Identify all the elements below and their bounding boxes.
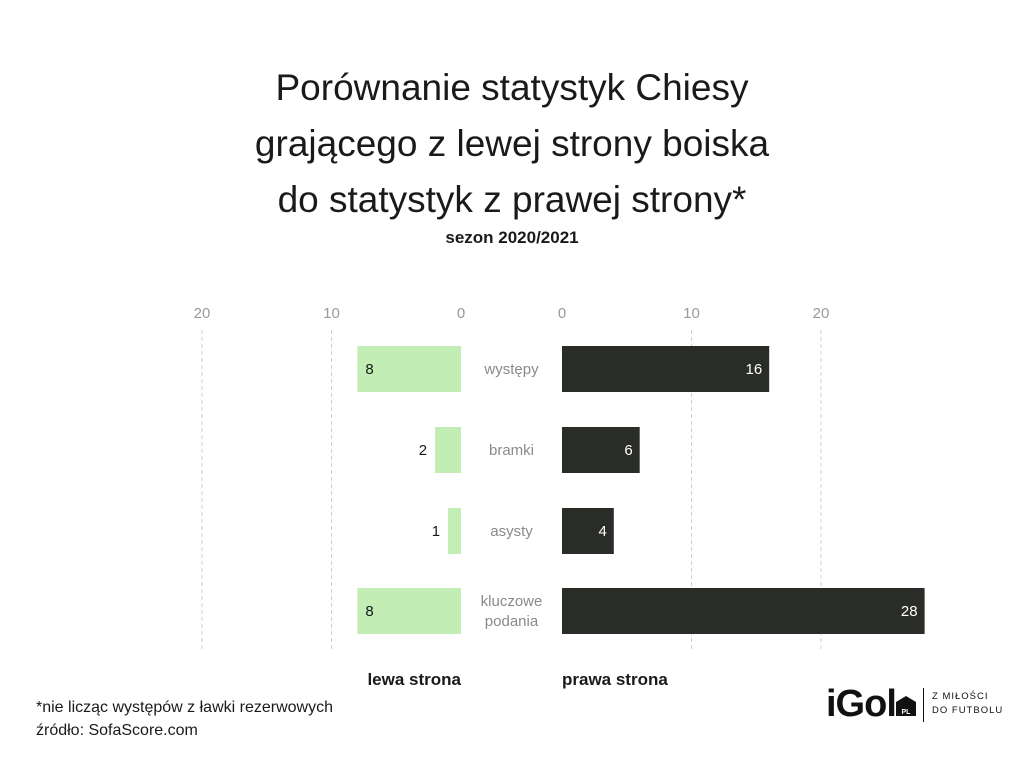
chart-title-line-2: grającego z lewej strony boiska — [254, 123, 770, 164]
bar-lewa-strona — [448, 508, 461, 554]
right-axis-tick-label: 0 — [558, 305, 566, 322]
series-label-lewa-strona: lewa strona — [367, 670, 461, 689]
category-label: asysty — [490, 523, 533, 540]
logo-tagline-line-1: Z MIŁOŚCI — [932, 691, 989, 702]
logo-badge: PL — [896, 696, 916, 716]
series-label-prawa-strona: prawa strona — [562, 670, 668, 689]
bar-prawa-strona — [562, 346, 770, 392]
category-label: kluczowe — [481, 593, 543, 610]
chart-title-line-1: Porównanie statystyk Chiesy — [275, 67, 749, 108]
logo-divider — [923, 688, 924, 722]
bar-prawa-strona — [562, 427, 640, 473]
data-label-prawa-strona: 4 — [598, 523, 606, 540]
data-label-lewa-strona: 2 — [419, 442, 427, 459]
chart-title-line-3: do statystyk z prawej strony* — [277, 179, 747, 220]
data-label-prawa-strona: 6 — [624, 442, 632, 459]
chart-subtitle: sezon 2020/2021 — [445, 228, 579, 247]
right-axis-tick-label: 10 — [683, 305, 700, 322]
left-axis-tick-label: 0 — [457, 305, 465, 322]
data-label-prawa-strona: 16 — [746, 361, 763, 378]
bar-prawa-strona — [562, 508, 614, 554]
bar-lewa-strona — [435, 427, 461, 473]
left-axis-tick-label: 20 — [194, 305, 211, 322]
data-label-prawa-strona: 28 — [901, 603, 918, 620]
bar-prawa-strona — [562, 588, 925, 634]
bar-lewa-strona — [357, 588, 461, 634]
data-label-lewa-strona: 1 — [432, 523, 440, 540]
logo-tagline: Z MIŁOŚCI DO FUTBOLU — [932, 690, 1012, 718]
category-label: podania — [485, 613, 539, 630]
bar-lewa-strona — [357, 346, 461, 392]
category-label: bramki — [489, 442, 534, 459]
source-note: źródło: SofaScore.com — [36, 722, 198, 739]
category-label: występy — [483, 361, 539, 378]
right-axis-tick-label: 20 — [813, 305, 830, 322]
data-label-lewa-strona: 8 — [365, 603, 373, 620]
footnote: *nie licząc występów z ławki rezerwowych — [36, 699, 333, 716]
logo-tagline-line-2: DO FUTBOLU — [932, 705, 1004, 716]
data-label-lewa-strona: 8 — [365, 361, 373, 378]
logo-wordmark: iGol — [826, 683, 897, 725]
left-axis-tick-label: 10 — [323, 305, 340, 322]
chart-title: Porównanie statystyk Chiesy grającego z … — [0, 60, 1024, 228]
